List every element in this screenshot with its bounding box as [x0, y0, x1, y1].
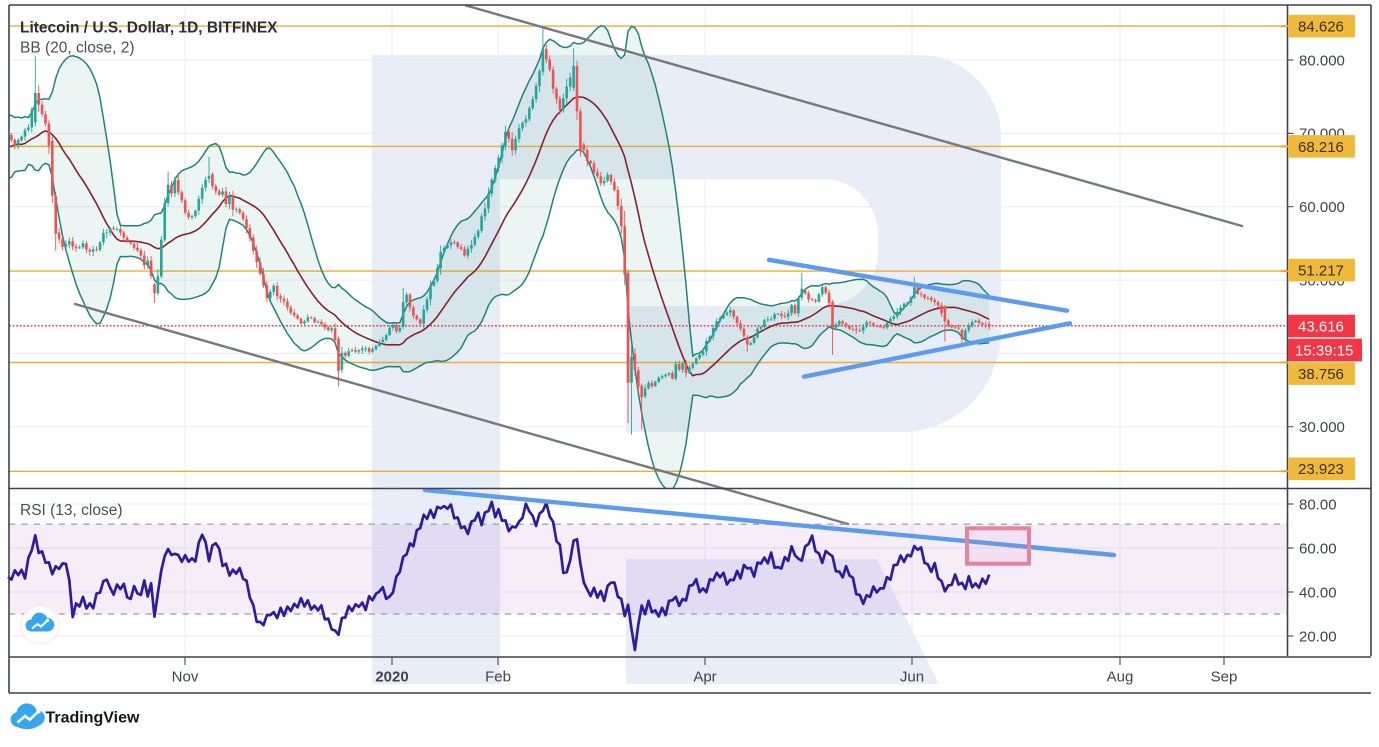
svg-text:Litecoin / U.S. Dollar, 1D, BI: Litecoin / U.S. Dollar, 1D, BITFINEX [20, 20, 278, 37]
svg-text:60.00: 60.00 [1299, 540, 1337, 557]
svg-text:43.616: 43.616 [1298, 318, 1344, 335]
svg-text:Sep: Sep [1211, 669, 1238, 686]
svg-text:80.00: 80.00 [1299, 496, 1337, 513]
svg-text:20.00: 20.00 [1299, 628, 1337, 645]
svg-text:23.923: 23.923 [1298, 461, 1344, 478]
svg-text:60.000: 60.000 [1299, 199, 1345, 216]
svg-text:Jun: Jun [900, 669, 924, 686]
svg-text:Apr: Apr [693, 669, 716, 686]
svg-text:80.000: 80.000 [1299, 52, 1345, 69]
svg-text:15:39:15: 15:39:15 [1295, 342, 1353, 359]
svg-text:Feb: Feb [485, 669, 511, 686]
svg-text:RSI (13, close): RSI (13, close) [20, 502, 123, 519]
svg-text:Nov: Nov [172, 669, 199, 686]
svg-text:BB (20, close, 2): BB (20, close, 2) [20, 40, 135, 57]
svg-text:30.000: 30.000 [1299, 419, 1345, 436]
svg-text:2020: 2020 [375, 669, 408, 686]
svg-text:68.216: 68.216 [1298, 139, 1344, 156]
svg-text:84.626: 84.626 [1298, 19, 1344, 36]
svg-text:51.217: 51.217 [1298, 263, 1344, 280]
svg-text:Aug: Aug [1107, 669, 1134, 686]
svg-text:38.756: 38.756 [1298, 366, 1344, 383]
svg-text:40.00: 40.00 [1299, 584, 1337, 601]
svg-text:TradingView: TradingView [46, 710, 141, 727]
